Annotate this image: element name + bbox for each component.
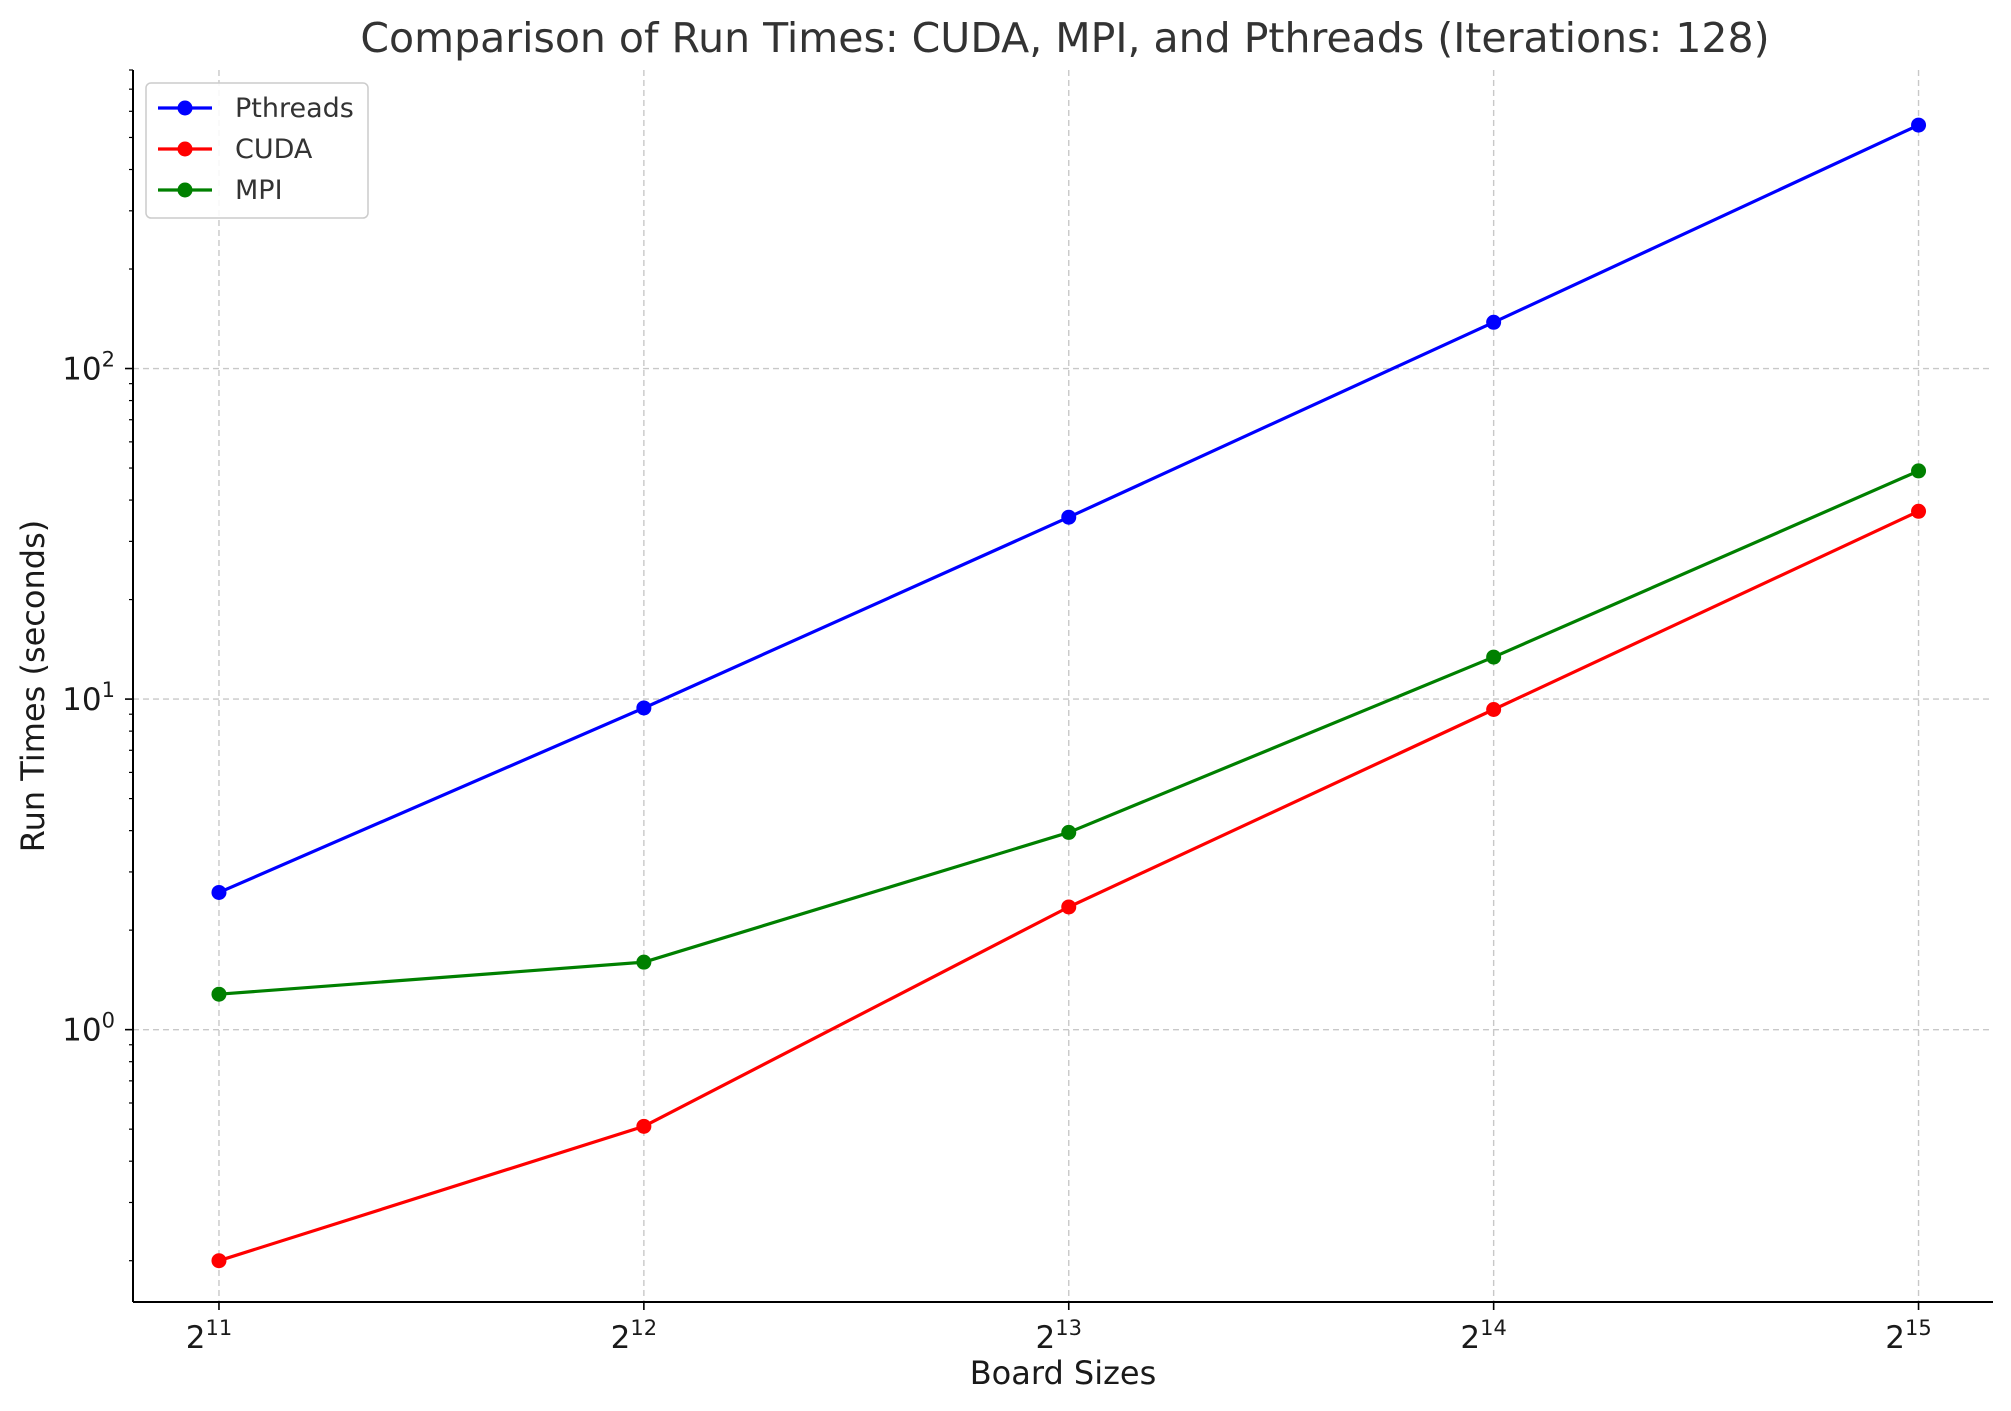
legend-item-cuda: CUDA [158, 134, 313, 165]
y-axis-label: Run Times (seconds) [14, 520, 52, 852]
data-point [1911, 503, 1927, 519]
data-point [1061, 899, 1077, 915]
y-tick-label-base: 10 [62, 352, 101, 388]
x-tick-label-base: 2 [1036, 1320, 1056, 1356]
data-point [211, 986, 227, 1002]
y-tick-label-exponent: 2 [102, 348, 115, 372]
data-point [1486, 649, 1502, 665]
y-tick-label: 102 [62, 348, 115, 388]
x-axis-label: Board Sizes [970, 1354, 1157, 1392]
y-tick-label-base: 10 [62, 682, 101, 718]
chart-title: Comparison of Run Times: CUDA, MPI, and … [360, 14, 1769, 62]
y-tick-label-exponent: 1 [102, 678, 115, 702]
legend-marker [177, 100, 193, 116]
legend-label: Pthreads [235, 93, 354, 124]
legend-marker [177, 141, 193, 157]
data-point [1911, 463, 1927, 479]
data-point [636, 954, 652, 970]
x-tick-label: 213 [1036, 1316, 1082, 1356]
data-point [211, 1253, 227, 1269]
x-tick-label-exponent: 15 [1905, 1316, 1932, 1340]
x-tick-label: 215 [1885, 1316, 1931, 1356]
y-tick-label-exponent: 0 [102, 1009, 115, 1033]
data-point [211, 884, 227, 900]
x-tick-label-base: 2 [1885, 1320, 1905, 1356]
data-point [636, 700, 652, 716]
series-pthreads [211, 117, 1927, 900]
y-tick-label-base: 10 [62, 1013, 101, 1049]
legend-item-pthreads: Pthreads [158, 93, 354, 124]
legend-box [145, 82, 369, 219]
x-tick-label-exponent: 12 [630, 1316, 657, 1340]
data-point [1061, 509, 1077, 525]
x-tick-label-exponent: 11 [205, 1316, 232, 1340]
legend-label: CUDA [235, 134, 313, 165]
legend-item-mpi: MPI [158, 175, 283, 206]
x-tick-label-base: 2 [186, 1320, 206, 1356]
legend-label: MPI [235, 175, 283, 206]
x-tick-label-exponent: 14 [1480, 1316, 1507, 1340]
data-point [1486, 702, 1502, 718]
x-tick-label-base: 2 [611, 1320, 631, 1356]
data-point [1486, 314, 1502, 330]
data-point [1911, 117, 1927, 133]
x-tick-label-base: 2 [1460, 1320, 1480, 1356]
x-axis-ticks: 211 212 213 214 215 [186, 1302, 1932, 1356]
legend: Pthreads CUDA MPI [145, 82, 369, 219]
x-tick-label-exponent: 13 [1055, 1316, 1082, 1340]
x-tick-label: 214 [1460, 1316, 1506, 1356]
series-mpi [211, 463, 1927, 1002]
x-tick-label: 211 [186, 1316, 232, 1356]
legend-marker [177, 182, 193, 198]
data-point [1061, 824, 1077, 840]
y-tick-label: 101 [62, 678, 115, 718]
grid [133, 70, 1993, 1302]
y-tick-label: 100 [62, 1009, 115, 1049]
series-cuda [211, 503, 1927, 1269]
data-point [636, 1118, 652, 1134]
series-layer [211, 117, 1927, 1269]
x-tick-label: 212 [611, 1316, 657, 1356]
